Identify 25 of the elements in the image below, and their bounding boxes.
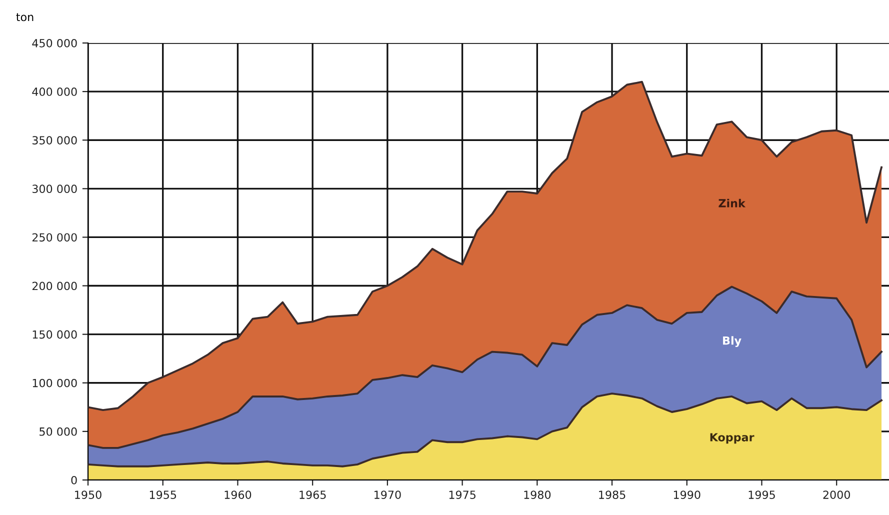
x-tick-label: 1970 bbox=[374, 490, 401, 499]
y-tick-label: 350 000 bbox=[32, 136, 77, 144]
x-tick-label: 1955 bbox=[150, 490, 176, 499]
y-tick-label: 100 000 bbox=[32, 378, 77, 388]
x-tick-label: 1960 bbox=[224, 490, 252, 499]
x-tick-label: 1975 bbox=[449, 490, 476, 499]
y-axis-title: ton bbox=[16, 13, 34, 22]
x-tick-label: 1965 bbox=[300, 490, 326, 499]
x-tick-label: 1985 bbox=[599, 490, 626, 499]
series-label: Zink bbox=[718, 198, 746, 208]
y-tick-label: 150 000 bbox=[32, 330, 77, 339]
series-label: Bly bbox=[723, 336, 742, 348]
x-tick-label: 1980 bbox=[524, 490, 551, 499]
series-label: Koppar bbox=[710, 433, 754, 444]
y-tick-label: 200 000 bbox=[32, 282, 77, 290]
y-tick-label: 50 000 bbox=[40, 427, 77, 436]
x-tick-label: 1995 bbox=[748, 490, 775, 499]
x-tick-label: 1950 bbox=[75, 490, 102, 499]
x-tick-label: 1990 bbox=[674, 490, 700, 499]
x-tick-label: 2000 bbox=[823, 490, 850, 499]
y-tick-label: 400 000 bbox=[32, 88, 77, 96]
y-tick-label: 250 000 bbox=[32, 233, 77, 242]
y-tick-label: 450 000 bbox=[32, 38, 77, 48]
y-tick-label: 300 000 bbox=[32, 184, 77, 194]
y-tick-label: 0 bbox=[71, 476, 77, 484]
